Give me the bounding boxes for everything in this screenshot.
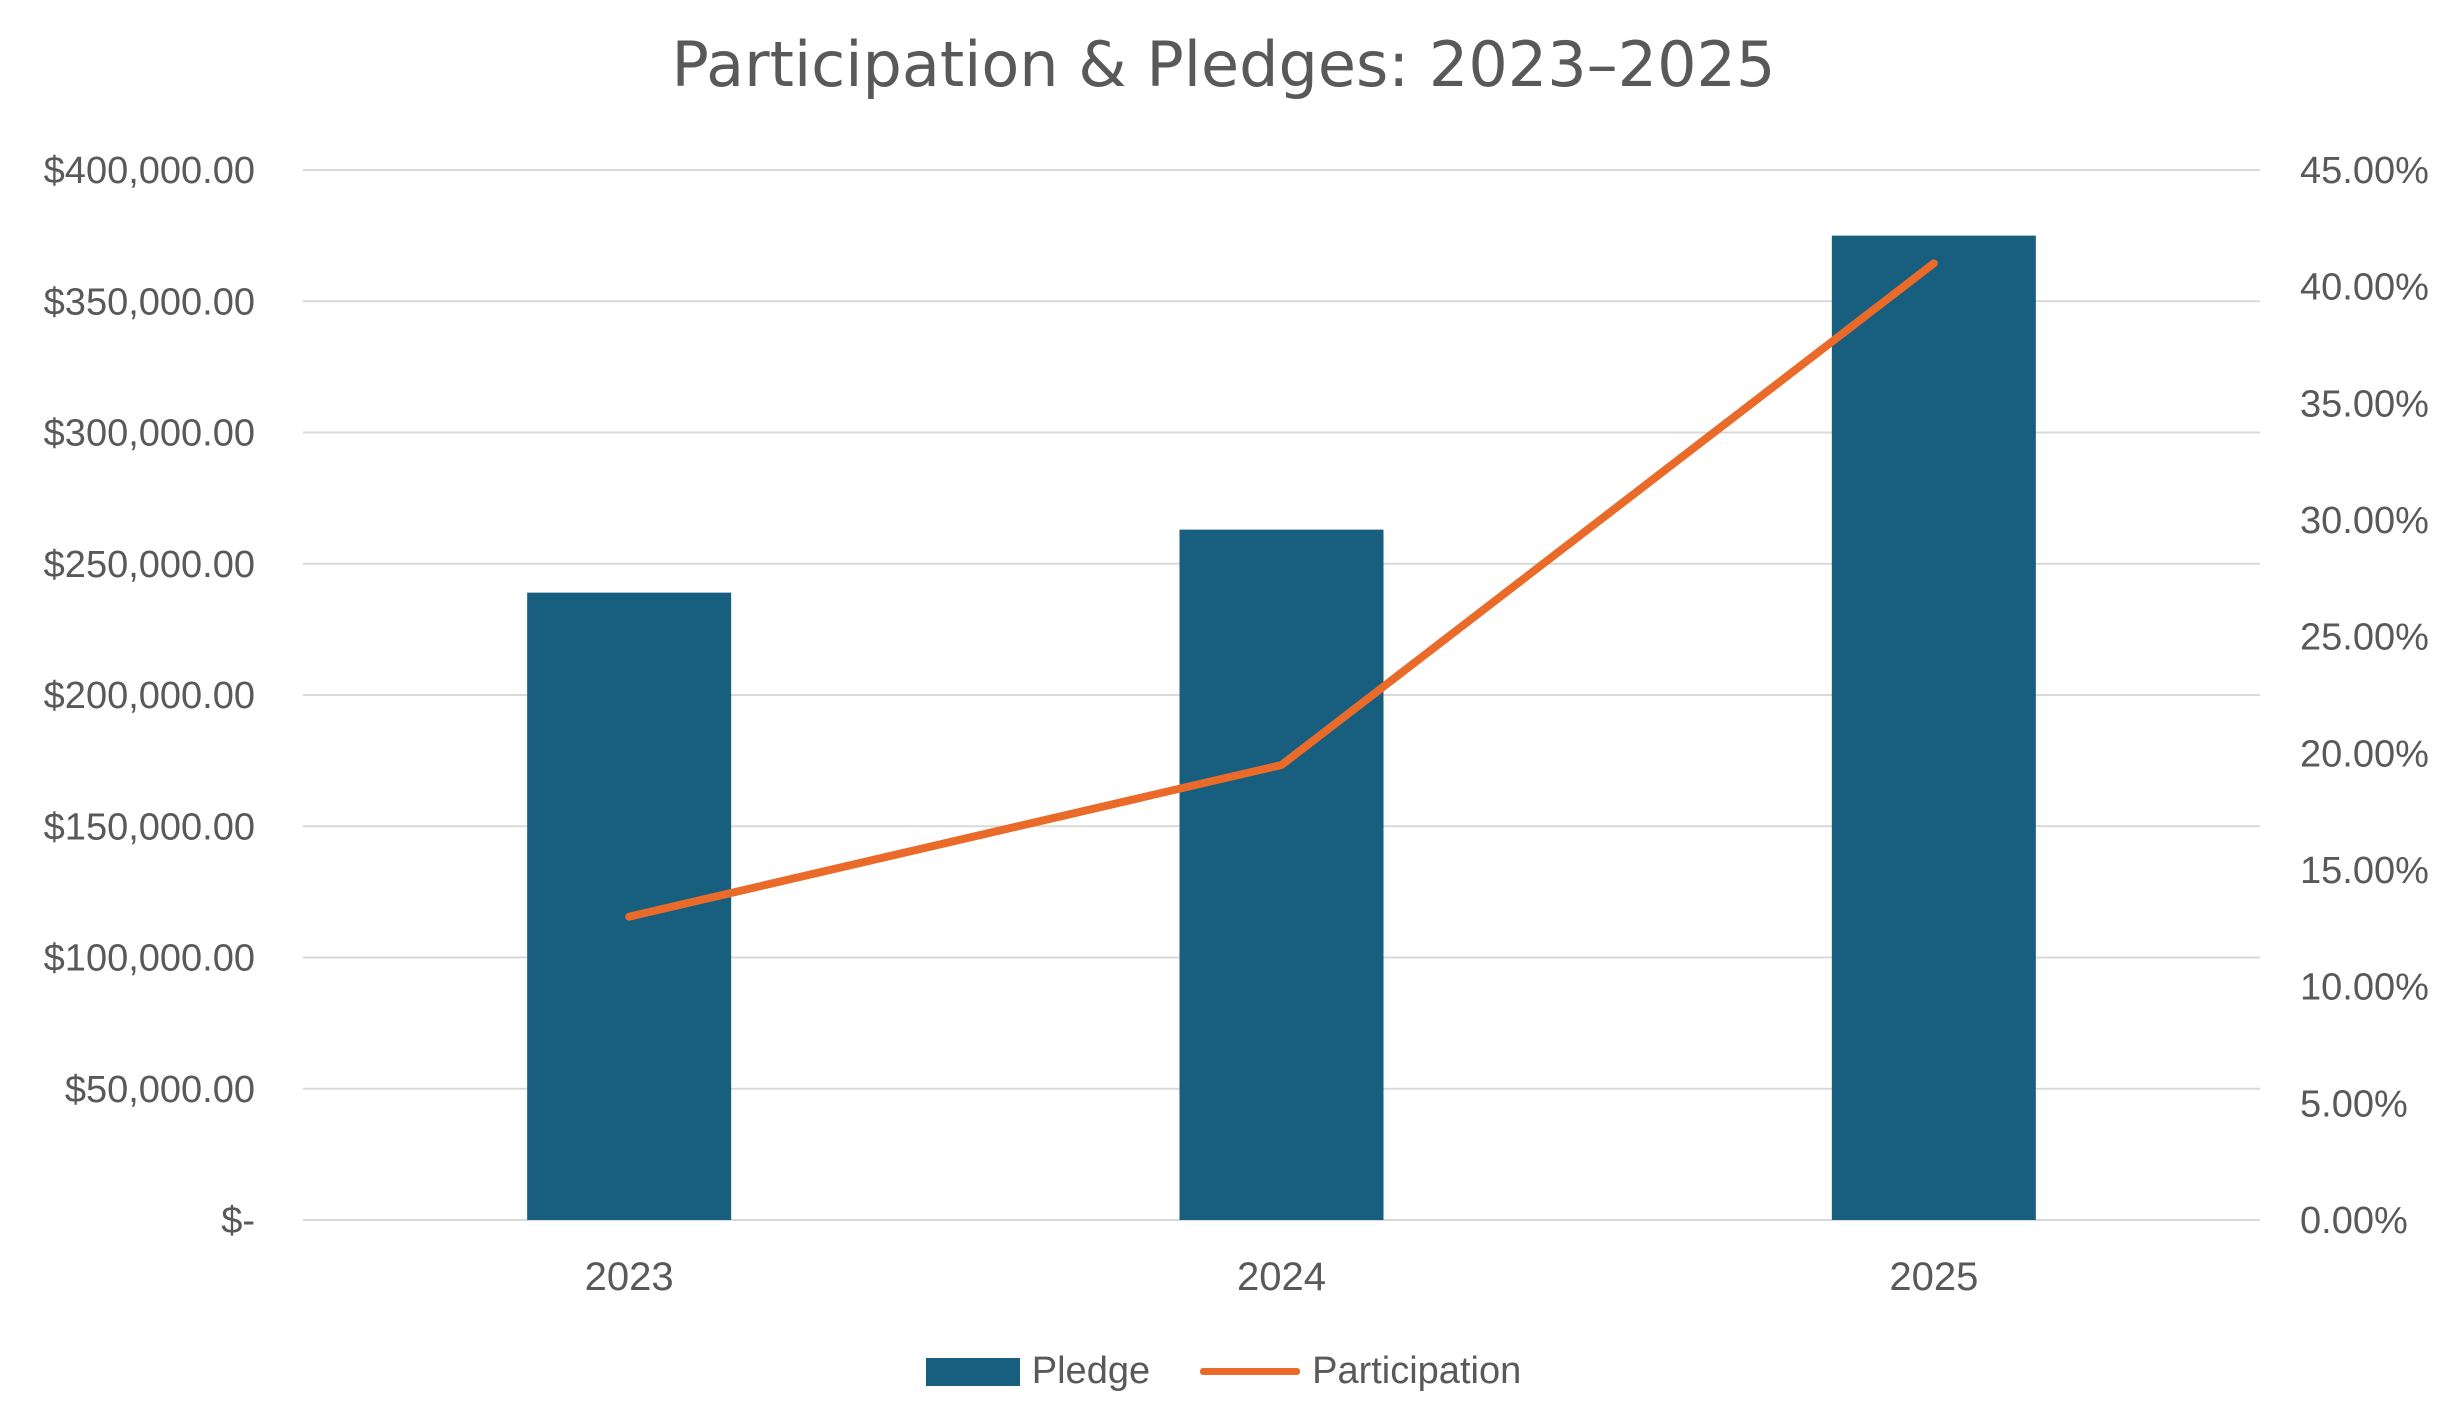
bar-pledge-2024 — [1179, 529, 1384, 1220]
bar-pledge-2023 — [527, 592, 732, 1220]
right-axis-tick-label: 40.00% — [2300, 267, 2429, 309]
left-axis-tick-label: $150,000.00 — [44, 806, 255, 848]
left-axis-tick-label: $350,000.00 — [44, 281, 255, 323]
chart-title: Participation & Pledges: 2023–2025 — [671, 28, 1776, 101]
right-y-axis: 0.00% 5.00% 10.00% 15.00% 20.00% 25.00% 30.00%… — [2300, 150, 2429, 1242]
pledge-bars — [527, 235, 2036, 1220]
right-axis-tick-label: 30.00% — [2300, 500, 2429, 542]
left-axis-tick-label: $- — [221, 1200, 255, 1242]
legend-label-pledge: Pledge — [1031, 1350, 1151, 1392]
right-axis-tick-label: 45.00% — [2300, 150, 2429, 192]
chart-legend: Pledge Participation — [0, 1350, 2447, 1393]
right-axis-tick-label: 5.00% — [2300, 1083, 2408, 1125]
left-axis-tick-label: $100,000.00 — [44, 938, 255, 980]
left-y-axis: $- $50,000.00 $100,000.00 $150,000.00 $200,0… — [44, 150, 255, 1242]
right-axis-tick-label: 20.00% — [2300, 733, 2429, 775]
right-axis-tick-label: 10.00% — [2300, 967, 2429, 1009]
legend-label-participation: Participation — [1312, 1350, 1522, 1392]
left-axis-tick-label: $200,000.00 — [44, 675, 255, 717]
bar-pledge-2025 — [1831, 235, 2036, 1220]
legend-swatch-pledge — [925, 1357, 1020, 1386]
x-axis: 2023 2024 2025 — [585, 1255, 1979, 1299]
x-axis-tick-label: 2024 — [1237, 1255, 1326, 1299]
right-axis-tick-label: 35.00% — [2300, 383, 2429, 425]
participation-line — [625, 259, 1938, 921]
x-axis-tick-label: 2025 — [1889, 1255, 1978, 1299]
left-axis-tick-label: $250,000.00 — [44, 544, 255, 586]
right-axis-tick-label: 25.00% — [2300, 617, 2429, 659]
left-axis-tick-label: $300,000.00 — [44, 413, 255, 455]
legend-swatch-participation — [1200, 1368, 1301, 1375]
right-axis-tick-label: 15.00% — [2300, 850, 2429, 892]
legend-item-participation: Participation — [1200, 1350, 1521, 1393]
legend-item-pledge: Pledge — [925, 1350, 1151, 1393]
right-axis-tick-label: 0.00% — [2300, 1200, 2408, 1242]
left-axis-tick-label: $400,000.00 — [44, 150, 255, 192]
x-axis-tick-label: 2023 — [585, 1255, 674, 1299]
left-axis-tick-label: $50,000.00 — [65, 1069, 255, 1111]
